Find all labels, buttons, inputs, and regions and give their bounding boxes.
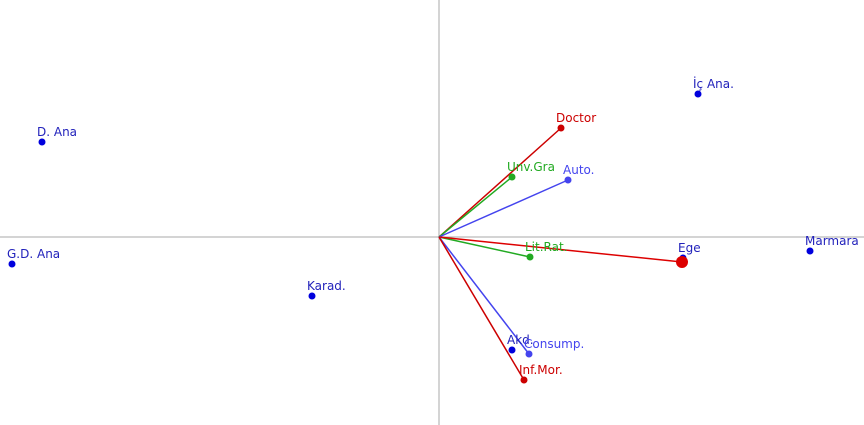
vector-label: Lit.Rat. [525, 240, 568, 254]
point [806, 247, 814, 255]
vector-label: Doctor [556, 111, 596, 125]
point-label: D. Ana [37, 125, 77, 139]
point-label: Ege [678, 241, 701, 255]
vector-end [508, 173, 516, 181]
vector-label: Inf.Mor. [519, 363, 563, 377]
point [8, 260, 16, 268]
point [38, 138, 46, 146]
vector-end [557, 124, 565, 132]
vector [438, 236, 525, 381]
point-label: Karad. [307, 279, 346, 293]
point-label: İç Ana. [693, 76, 734, 91]
point [508, 346, 516, 354]
vector-end [520, 376, 528, 384]
vector-label: Consump. [524, 337, 584, 351]
point-label: Akd. [507, 333, 534, 347]
vector-end [564, 176, 572, 184]
vector [438, 236, 530, 355]
vector-label: Auto. [563, 163, 594, 177]
vector [438, 176, 513, 238]
vector-end [525, 350, 533, 358]
vector-end [526, 253, 534, 261]
vector [438, 236, 683, 263]
point [694, 90, 702, 98]
vector-label: Unv.Gra [507, 160, 555, 174]
vector [438, 236, 531, 258]
vector [438, 179, 569, 238]
point-label: G.D. Ana [7, 247, 60, 261]
point-label: Marmara [805, 234, 859, 248]
point [308, 292, 316, 300]
vector-end [676, 256, 688, 268]
vector [438, 127, 562, 238]
